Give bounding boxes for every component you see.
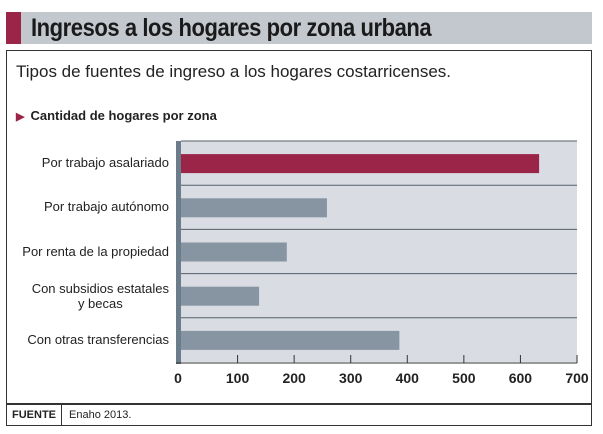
x-tick-label: 100 bbox=[226, 370, 250, 386]
category-label: Por renta de la propiedad bbox=[22, 243, 169, 259]
x-tick-label: 300 bbox=[339, 370, 363, 386]
x-tick-label: 0 bbox=[174, 370, 182, 386]
x-tick-label: 400 bbox=[396, 370, 420, 386]
title-bar: Ingresos a los hogares por zona urbana bbox=[6, 12, 592, 44]
category-label: Por trabajo asalariado bbox=[41, 155, 169, 171]
x-tick-label: 600 bbox=[509, 370, 533, 386]
source-value: Enaho 2013. bbox=[69, 409, 132, 421]
category-label: Con subsidios estatales y becas bbox=[31, 280, 169, 311]
category-label: Con otras transferencias bbox=[27, 331, 169, 347]
chart-box bbox=[6, 50, 592, 404]
title-accent bbox=[6, 12, 21, 44]
section-label: Cantidad de hogares por zona bbox=[30, 108, 217, 123]
y-axis-bar bbox=[176, 141, 181, 364]
chart-subtitle: Tipos de fuentes de ingreso a los hogare… bbox=[16, 62, 452, 81]
footer: FUENTE Enaho 2013. bbox=[6, 404, 592, 426]
category-label: Por trabajo autónomo bbox=[43, 199, 169, 215]
bar bbox=[181, 286, 260, 306]
x-tick-label: 500 bbox=[452, 370, 476, 386]
source-label: FUENTE bbox=[7, 405, 62, 425]
bar bbox=[181, 154, 540, 174]
x-tick-label: 700 bbox=[565, 370, 589, 386]
section-heading: ▶ Cantidad de hogares por zona bbox=[16, 108, 217, 123]
page-title: Ingresos a los hogares por zona urbana bbox=[31, 14, 432, 42]
triangle-icon: ▶ bbox=[16, 111, 25, 123]
bar bbox=[181, 198, 327, 218]
bar bbox=[181, 242, 287, 262]
bar bbox=[181, 330, 400, 350]
x-tick-label: 200 bbox=[282, 370, 306, 386]
